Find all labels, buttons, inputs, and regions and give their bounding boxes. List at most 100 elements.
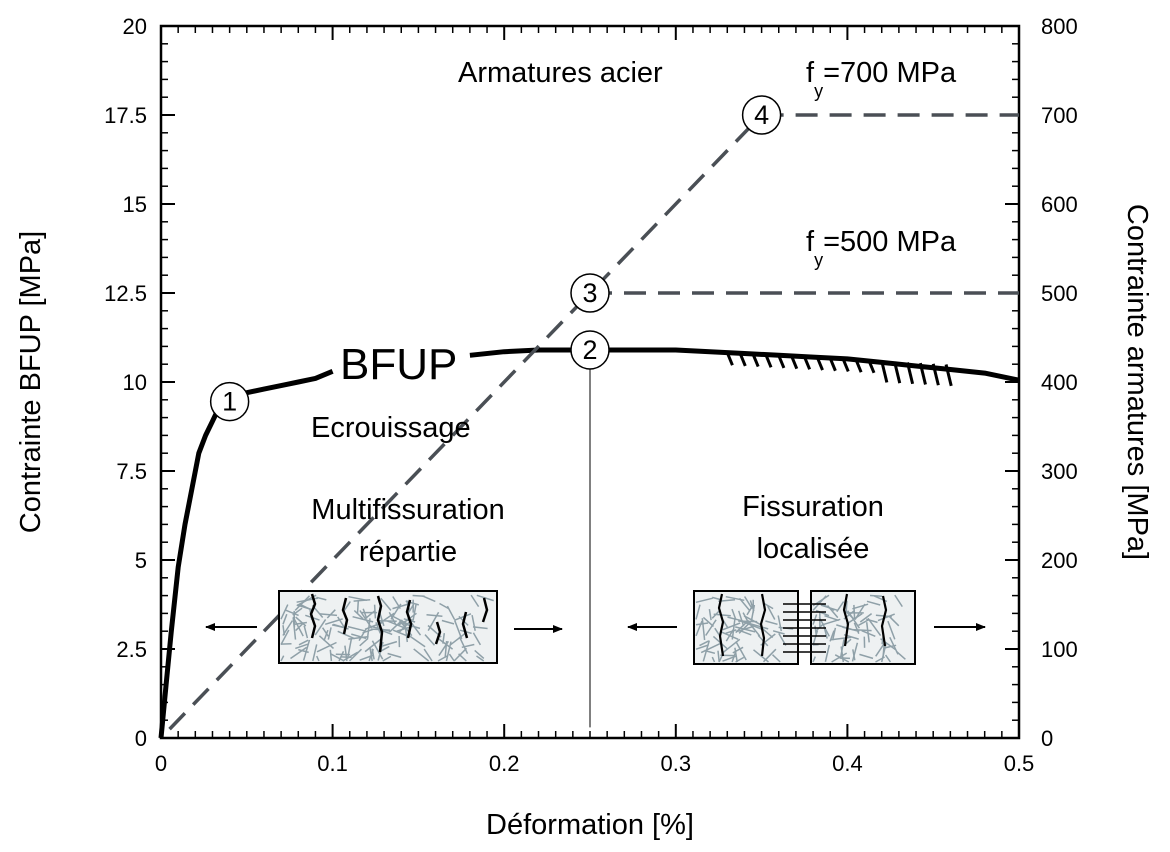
x-tick-label: 0: [155, 751, 167, 776]
fiber: [351, 633, 367, 640]
fiber: [327, 627, 332, 640]
fiber: [356, 600, 360, 614]
y-left-tick-label: 17.5: [104, 103, 147, 128]
y-left-tick-label: 12.5: [104, 281, 147, 306]
fiber: [295, 622, 304, 632]
fiber: [458, 653, 467, 662]
fiber: [285, 609, 299, 617]
bfup-serration: [867, 359, 876, 374]
marker-4: 4: [741, 95, 782, 135]
fiber: [829, 630, 835, 642]
fiber: [702, 616, 714, 627]
fiber: [735, 656, 745, 663]
fiber: [295, 643, 309, 650]
fiber: [725, 629, 737, 635]
fiber: [323, 629, 329, 642]
fiber: [476, 655, 485, 662]
marker-number: 1: [222, 387, 237, 417]
bfup-serration: [777, 354, 786, 369]
marker-layer: 1 2 3 4: [209, 95, 782, 422]
fiber: [295, 616, 307, 627]
y-right-tick-label: 700: [1041, 103, 1078, 128]
y-right-tick-label: 0: [1041, 726, 1053, 751]
fiber: [836, 601, 845, 613]
y-right-tick-label: 400: [1041, 370, 1078, 395]
fiber: [470, 594, 480, 608]
fiber: [427, 611, 440, 631]
fiber: [820, 604, 838, 611]
axis-tick-labels: 0 0.1 0.2 0.3 0.4 0.502.557.51012.51517.52001…: [104, 14, 1078, 776]
fy700-label: fy=700 MPa: [806, 57, 957, 101]
fiber: [331, 624, 344, 629]
fiber: [326, 609, 336, 619]
y-left-tick-label: 15: [123, 192, 147, 217]
fiber: [865, 622, 870, 643]
armatures-acier-label: Armatures acier: [458, 57, 663, 89]
fiber: [695, 644, 709, 650]
fiber: [738, 619, 754, 634]
fiber: [472, 632, 482, 646]
y-right-tick-label: 500: [1041, 281, 1078, 306]
fiber: [458, 636, 469, 655]
fiber: [736, 625, 754, 633]
fiber: [722, 638, 741, 653]
fiber: [282, 625, 286, 636]
y-right-tick-label: 300: [1041, 459, 1078, 484]
y-left-tick-label: 20: [123, 14, 147, 39]
fiber: [461, 643, 475, 649]
x-tick-label: 0.2: [489, 751, 520, 776]
fiber: [889, 616, 900, 627]
specimen-localized-illustration: [693, 590, 916, 665]
fiber: [699, 640, 710, 647]
fiber: [404, 621, 409, 643]
fiber: [859, 653, 874, 660]
fiber: [777, 615, 783, 632]
fiber: [337, 616, 345, 628]
fiber: [316, 641, 337, 653]
bfup-serration: [803, 356, 812, 370]
fiber: [720, 631, 739, 640]
bfup-serration: [931, 363, 940, 386]
marker-number: 2: [582, 335, 597, 365]
fiber: [702, 640, 711, 662]
fiber: [722, 655, 737, 662]
fiber: [844, 610, 855, 620]
fiber: [734, 647, 738, 663]
bfup-label: BFUP: [340, 340, 457, 389]
fy500-label: fy=500 MPa: [806, 226, 957, 270]
fiber: [359, 654, 375, 661]
fiber: [731, 608, 737, 620]
fiber: [312, 644, 318, 662]
fiber: [695, 597, 713, 604]
fiber: [314, 618, 327, 636]
fiber: [859, 612, 873, 623]
fiber: [746, 622, 769, 630]
marker-number: 3: [582, 278, 597, 308]
y-left-tick-label: 5: [135, 548, 147, 573]
fiber: [344, 645, 348, 662]
fiber: [877, 613, 895, 622]
fiber: [875, 656, 885, 663]
fiber: [413, 648, 430, 662]
fiber: [378, 612, 395, 625]
fiber: [353, 609, 364, 620]
fiber: [437, 655, 448, 662]
fiber: [324, 618, 343, 626]
fiber: [701, 618, 706, 641]
bfup-serration: [738, 352, 747, 367]
bfup-serration: [815, 357, 824, 371]
fiber: [292, 607, 303, 616]
fiber: [830, 636, 852, 641]
fiber: [366, 618, 371, 640]
fiber: [347, 625, 365, 632]
x-tick-label: 0.3: [661, 751, 692, 776]
fiber: [364, 638, 382, 653]
fiber: [884, 654, 892, 663]
fiber: [441, 619, 455, 625]
fiber: [737, 610, 745, 627]
fiber: [822, 618, 841, 626]
fiber: [875, 641, 886, 657]
bfup-serration: [751, 353, 760, 368]
fiber: [771, 654, 781, 663]
y-left-tick-label: 7.5: [116, 459, 147, 484]
